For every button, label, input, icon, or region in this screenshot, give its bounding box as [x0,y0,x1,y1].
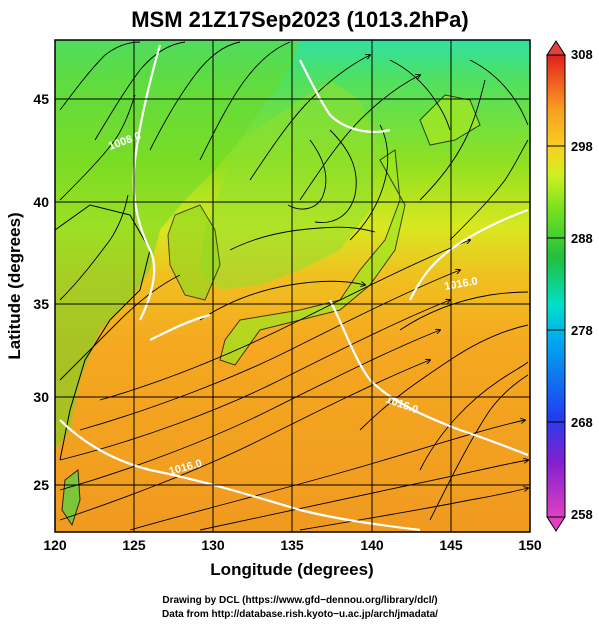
korea-peninsula [167,204,221,301]
y-tick-30: 30 [33,389,49,405]
y-tick-40: 40 [33,194,49,210]
y-tick-labels: 25 30 35 40 45 [33,91,49,493]
colorbar-gradient [546,54,566,518]
colorbar-tick-288: 288 [571,231,593,246]
colorbar-bottom-arrow [546,516,566,532]
colorbar-tick-268: 268 [571,415,593,430]
colorbar-tick-298: 298 [571,139,593,154]
colorbar-tick-308: 308 [571,47,593,62]
x-tick-135: 135 [280,537,304,553]
plot-frame [54,39,531,533]
y-axis-label: Latitude (degrees) [5,212,24,359]
x-tick-150: 150 [518,537,542,553]
colorbar: 308 298 288 278 268 258 [546,40,593,532]
x-tick-145: 145 [439,537,463,553]
hokkaido-land [419,94,481,146]
x-tick-120: 120 [43,537,67,553]
taiwan-land [61,469,81,527]
y-tick-25: 25 [33,477,49,493]
x-tick-130: 130 [201,537,225,553]
china-coast [55,204,151,461]
y-tick-35: 35 [33,296,49,312]
wind-streamlines [59,41,528,531]
colorbar-top-arrow [546,40,566,56]
sea-of-japan [200,80,380,290]
x-tick-125: 125 [122,537,146,553]
x-axis-label: Longitude (degrees) [210,560,373,579]
continent-landmass [55,40,300,450]
x-tick-labels: 120 125 130 135 140 145 150 [43,537,542,553]
colorbar-tick-278: 278 [571,323,593,338]
colorbar-tick-258: 258 [571,507,593,522]
y-tick-45: 45 [33,91,49,107]
credit-data: Data from http://database.rish.kyoto−u.a… [162,609,438,620]
credit-drawing: Drawing by DCL (https://www.gfd−dennou.o… [162,595,437,606]
map-title: MSM 21Z17Sep2023 (1013.2hPa) [131,7,469,32]
isobar-contours [59,44,529,532]
contour-label-1016-c: 1016.0 [443,275,478,293]
lat-lon-grid [55,40,530,532]
x-tick-140: 140 [360,537,384,553]
